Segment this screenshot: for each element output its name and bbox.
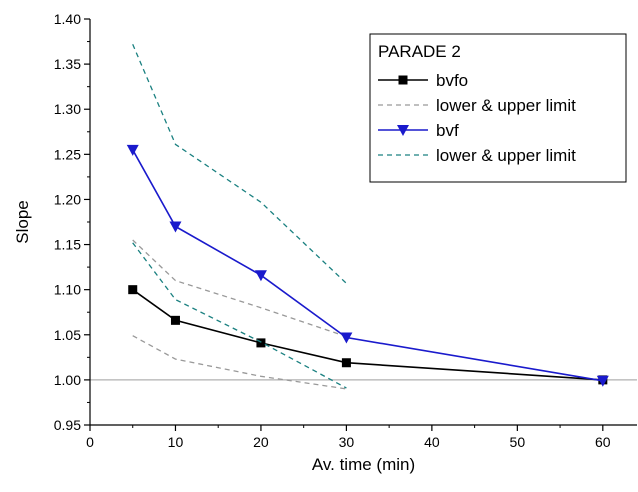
x-tick-label: 60 [595,434,611,450]
y-tick-label: 1.30 [54,101,81,117]
data-point [126,144,139,156]
legend-box [369,33,627,183]
y-tick-label: 1.05 [54,327,81,343]
legend-title: PARADE 2 [378,42,461,61]
x-tick-label: 50 [510,434,526,450]
y-tick-label: 1.40 [54,11,81,27]
data-point [340,332,353,344]
legend-label: lower & upper limit [436,96,576,115]
legend-marker [398,75,408,85]
data-point [254,270,267,282]
x-tick-label: 20 [253,434,269,450]
legend-entries: bvfo lower & upper limit bvf lower & upper … [378,71,576,165]
y-tick-label: 1.00 [54,372,81,388]
x-tick-label: 40 [424,434,440,450]
y-tick-label: 1.15 [54,237,81,253]
plot-area [90,44,637,390]
y-tick-label: 1.35 [54,56,81,72]
x-tick-label: 30 [339,434,355,450]
data-point [341,358,351,368]
y-tick-label: 1.10 [54,282,81,298]
data-point [128,285,138,295]
y-tick-label: 1.20 [54,191,81,207]
legend-marker [397,125,409,136]
data-point [169,221,182,233]
y-tick-label: 0.95 [54,417,81,433]
y-tick-label: 1.25 [54,146,81,162]
axes: 0 10 20 30 40 50 60 0.95 1.00 1.05 1.10 1.15 1.20 1.2… [54,11,637,450]
x-axis-title: Av. time (min) [312,455,415,474]
series-line-1-0 [132,239,347,338]
series-line-1-1 [132,335,347,390]
x-tick-label: 0 [86,434,94,450]
data-point [170,315,180,325]
series-line-2-0 [132,149,603,382]
legend: PARADE 2 bvfo lower & upper limit bvf lower… [369,33,627,183]
series-line-0-0 [132,289,603,381]
data-point [596,375,609,387]
series-line-3-1 [132,242,347,389]
legend-label: bvf [436,121,459,140]
x-tick-label: 10 [168,434,184,450]
legend-label: bvfo [436,71,468,90]
series-line-3-0 [132,44,347,284]
data-point [256,338,266,348]
y-axis-title: Slope [13,200,32,243]
legend-label: lower & upper limit [436,146,576,165]
